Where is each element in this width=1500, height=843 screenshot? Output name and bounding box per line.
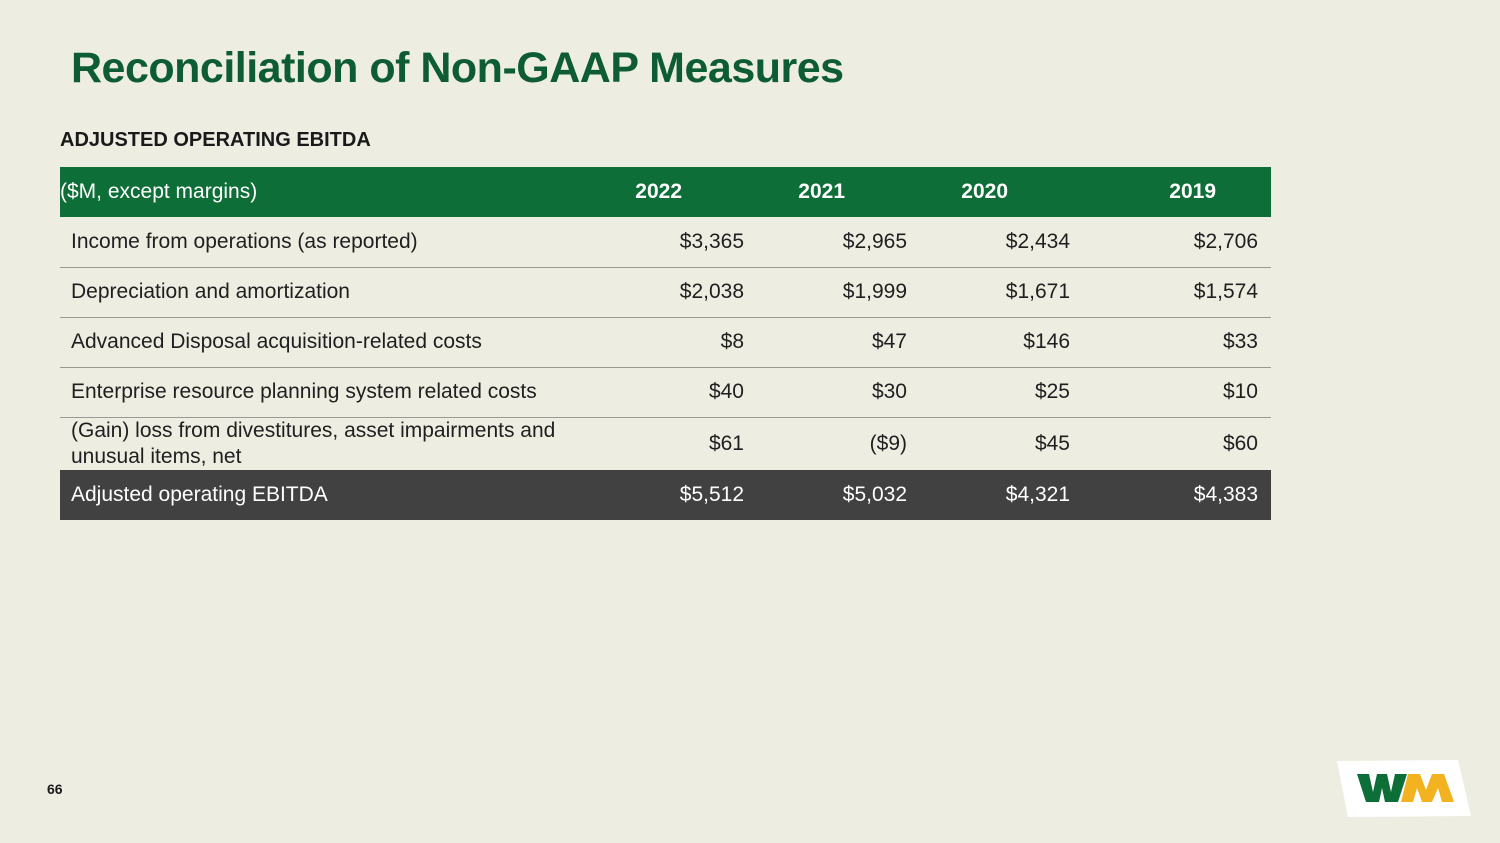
- table-cell: $2,038: [679, 280, 744, 303]
- column-header-year: 2021: [798, 180, 845, 203]
- wm-logo: [1336, 760, 1472, 817]
- table-cell: $30: [871, 380, 907, 403]
- table-row: (Gain) loss from divestitures, asset imp…: [60, 417, 1271, 470]
- table-cell: $10: [1222, 380, 1258, 403]
- column-header-units: ($M, except margins): [60, 180, 258, 203]
- table-cell: $25: [1034, 380, 1070, 403]
- table-cell: $1,671: [1005, 280, 1070, 303]
- total-cell: $4,383: [1193, 482, 1258, 506]
- table-cell: $3,365: [679, 229, 744, 253]
- table-row: Depreciation and amortization $2,038 $1,…: [60, 267, 1271, 317]
- table-cell: ($9): [869, 431, 907, 455]
- table-cell: $146: [1023, 330, 1070, 353]
- row-label: Depreciation and amortization: [71, 280, 350, 303]
- table-cell: $61: [708, 431, 744, 455]
- table-cell: $47: [871, 330, 907, 353]
- table-cell: $60: [1222, 431, 1258, 455]
- table-cell: $1,574: [1193, 280, 1258, 303]
- table-cell: $2,706: [1193, 229, 1258, 253]
- table-cell: $8: [720, 330, 744, 353]
- total-row: Adjusted operating EBITDA $5,512 $5,032 …: [60, 469, 1271, 520]
- page-number: 66: [47, 781, 63, 797]
- table-row: Enterprise resource planning system rela…: [60, 367, 1271, 417]
- table-cell: $2,434: [1005, 229, 1070, 253]
- row-label: Advanced Disposal acquisition-related co…: [71, 330, 482, 353]
- table-cell: $45: [1034, 431, 1070, 455]
- column-header-year: 2022: [635, 180, 682, 203]
- column-header-year: 2019: [1169, 180, 1216, 203]
- table-cell: $40: [708, 380, 744, 403]
- table-cell: $1,999: [842, 280, 907, 303]
- row-label: Enterprise resource planning system rela…: [71, 380, 537, 403]
- row-label: Income from operations (as reported): [71, 229, 418, 253]
- column-header-year: 2020: [961, 180, 1008, 203]
- table-cell: $2,965: [842, 229, 907, 253]
- table-row: Advanced Disposal acquisition-related co…: [60, 317, 1271, 367]
- total-cell: $4,321: [1005, 482, 1070, 506]
- page-title: Reconciliation of Non-GAAP Measures: [71, 44, 844, 92]
- total-cell: $5,032: [842, 482, 907, 506]
- row-label: (Gain) loss from divestitures, asset imp…: [71, 418, 556, 468]
- table-row: Income from operations (as reported) $3,…: [60, 217, 1271, 267]
- table-header-row: ($M, except margins) 2022 2021 2020 2019: [60, 167, 1271, 217]
- ebitda-reconciliation-table: ($M, except margins) 2022 2021 2020 2019…: [60, 167, 1271, 520]
- table-cell: $33: [1222, 330, 1258, 353]
- section-subtitle: ADJUSTED OPERATING EBITDA: [60, 129, 371, 151]
- total-cell: $5,512: [679, 482, 744, 506]
- total-row-label: Adjusted operating EBITDA: [71, 482, 328, 506]
